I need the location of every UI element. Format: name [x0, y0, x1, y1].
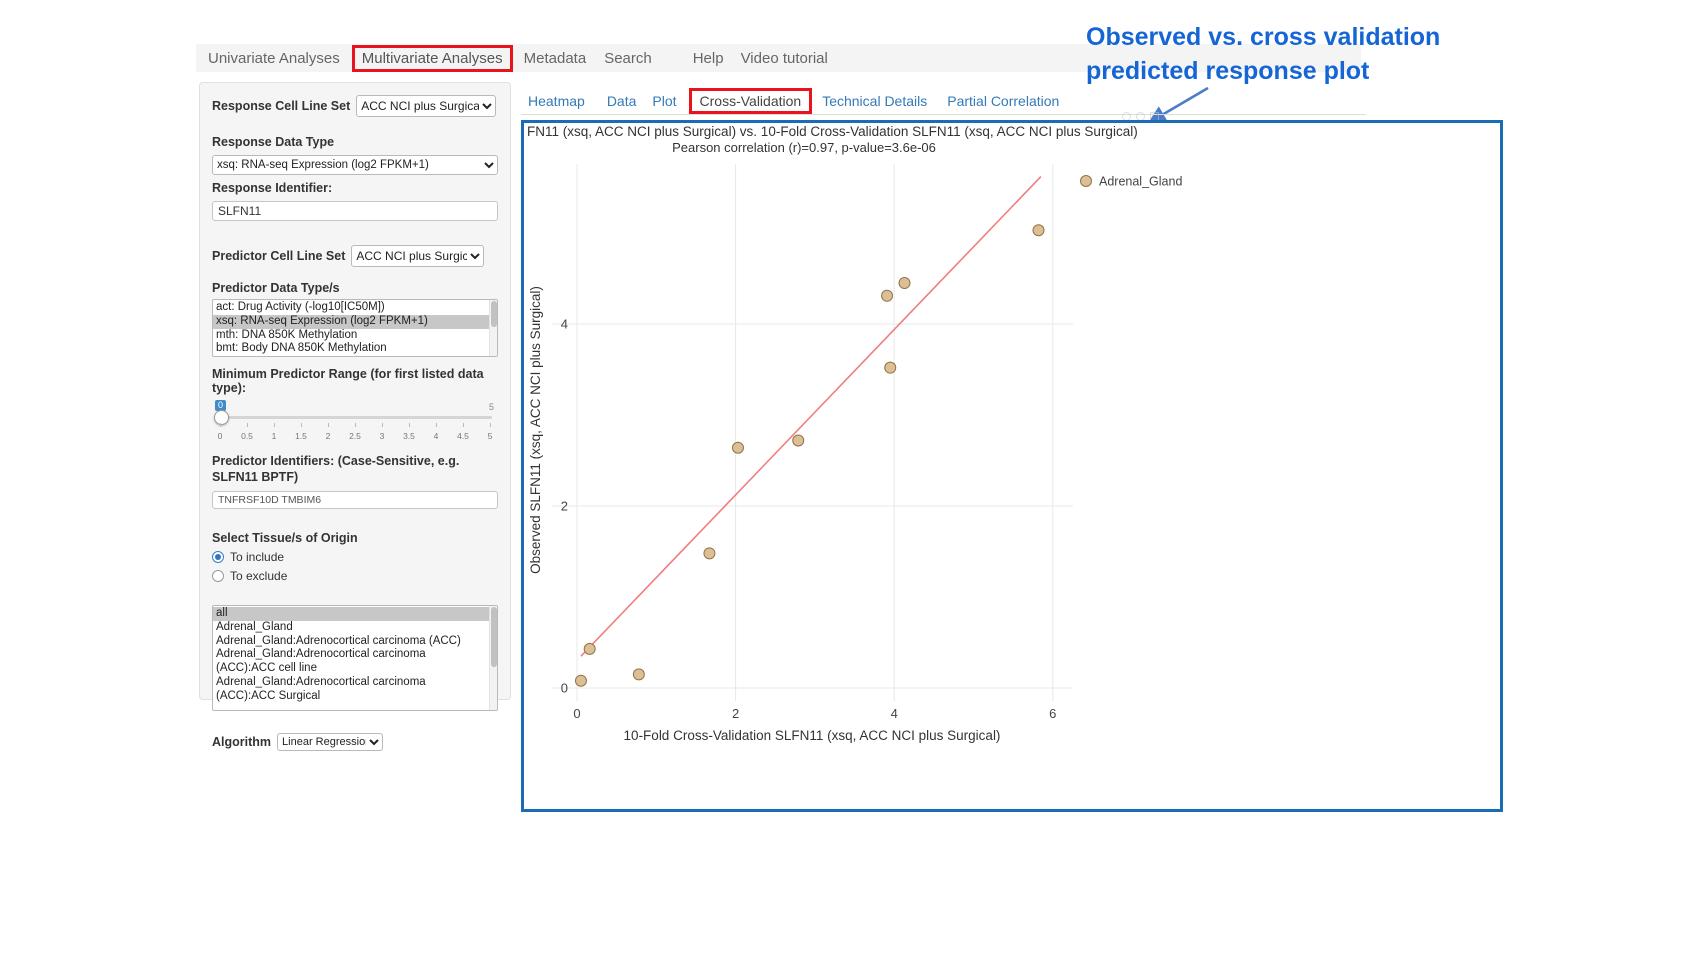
algorithm-select[interactable]: Linear Regression: [277, 733, 384, 751]
radio-button-icon[interactable]: [212, 570, 224, 582]
tab-search[interactable]: Search: [604, 49, 652, 67]
predictor-identifiers-input[interactable]: [212, 491, 498, 509]
tab-univariate-analyses[interactable]: Univariate Analyses: [208, 49, 340, 67]
result-tabs: Heatmap Data Plot Cross-Validation Techn…: [528, 88, 1059, 114]
list-item[interactable]: Adrenal_Gland:Adrenocortical carcinoma (…: [216, 675, 426, 702]
slider-tick-label: 3.5: [403, 431, 415, 441]
list-item[interactable]: Adrenal_Gland:Adrenocortical carcinoma (…: [216, 648, 426, 675]
response-identifier-label: Response Identifier:: [212, 181, 333, 195]
tab-technical-details[interactable]: Technical Details: [822, 93, 928, 109]
tab-metadata[interactable]: Metadata: [523, 49, 587, 67]
min-predictor-range-slider: 0 5 0 0.5 1 1.5 2 2.5 3 3.5 4 4.5 5: [212, 400, 498, 443]
highlight-box-multivariate: Multivariate Analyses: [351, 44, 513, 72]
annotation-arrow: [1147, 86, 1209, 124]
cross-validation-plot: 0 2 4 6 0 2 4 10-Fold Cross-Validation SLFN11 (…: [528, 164, 1182, 743]
slider-tick-label: 4: [433, 431, 439, 441]
svg-text:0: 0: [573, 706, 580, 721]
svg-text:2: 2: [732, 706, 739, 721]
tissue-origin-label: Select Tissue/s of Origin: [212, 531, 358, 545]
slider-tick-label: 1: [271, 431, 277, 441]
list-item[interactable]: Adrenal_Gland:Adrenocortical carcinoma (…: [216, 634, 461, 647]
highlight-box-cross-validation: Cross-Validation: [688, 88, 813, 114]
svg-text:6: 6: [1049, 706, 1056, 721]
min-predictor-range-label: Minimum Predictor Range (for first liste…: [212, 367, 484, 395]
list-item[interactable]: xsq: RNA-seq Expression (log2 FPKM+1): [213, 314, 497, 329]
svg-text:4: 4: [561, 317, 568, 332]
algorithm-label: Algorithm: [212, 735, 272, 749]
slider-value-badge: 0: [215, 400, 227, 411]
top-navigation: Univariate Analyses Multivariate Analyse…: [196, 44, 1361, 72]
tabs-divider: [521, 114, 1366, 115]
radio-to-exclude[interactable]: To exclude: [212, 569, 498, 583]
response-cell-line-set-select[interactable]: ACC NCI plus Surgical: [356, 95, 497, 117]
tab-data[interactable]: Data: [606, 93, 637, 109]
svg-text:10-Fold Cross-Validation SLFN1: 10-Fold Cross-Validation SLFN11 (xsq, AC…: [624, 728, 1001, 743]
tab-plot[interactable]: Plot: [652, 93, 677, 109]
radio-label: To exclude: [230, 569, 288, 583]
tab-help[interactable]: Help: [692, 49, 724, 67]
tab-video-tutorial[interactable]: Video tutorial: [740, 49, 828, 67]
slider-tick-label: 4.5: [457, 431, 469, 441]
svg-text:Adrenal_Gland: Adrenal_Gland: [1099, 175, 1182, 189]
radio-label: To include: [230, 550, 285, 564]
response-cell-line-set-label: Response Cell Line Set: [212, 99, 351, 113]
slider-tick-label: 2: [325, 431, 331, 441]
slider-track[interactable]: [216, 416, 492, 419]
scrollbar[interactable]: [489, 300, 497, 356]
list-item[interactable]: all: [213, 607, 497, 621]
response-identifier-input[interactable]: [212, 201, 498, 221]
svg-text:4: 4: [891, 706, 898, 721]
radio-to-include[interactable]: To include: [212, 550, 498, 564]
annotation-text: Observed vs. cross validation predicted …: [1086, 20, 1486, 88]
slider-tick-label: 3: [379, 431, 385, 441]
list-item[interactable]: act: Drug Activity (-log10[IC50M]): [216, 301, 385, 313]
slider-tick-label: 1.5: [295, 431, 307, 441]
annotation-line1: Observed vs. cross validation: [1086, 23, 1441, 51]
annotation-line2: predicted response plot: [1086, 57, 1370, 85]
slider-max-label: 5: [488, 402, 494, 412]
response-data-type-select[interactable]: xsq: RNA-seq Expression (log2 FPKM+1): [212, 155, 498, 175]
scrollbar[interactable]: [489, 606, 497, 710]
plot-title: FN11 (xsq, ACC NCI plus Surgical) vs. 10…: [527, 124, 1138, 139]
slider-tick-label: 0.5: [241, 431, 253, 441]
plot-subtitle: Pearson correlation (r)=0.97, p-value=3.…: [672, 140, 936, 155]
cross-validation-panel: FN11 (xsq, ACC NCI plus Surgical) vs. 10…: [521, 120, 1503, 812]
predictor-cell-line-set-label: Predictor Cell Line Set: [212, 249, 346, 263]
control-sidebar: Response Cell Line Set ACC NCI plus Surg…: [199, 82, 511, 751]
tissue-list: all Adrenal_Gland Adrenal_Gland:Adrenoco…: [212, 605, 498, 711]
svg-text:2: 2: [561, 499, 568, 514]
svg-text:Observed SLFN11 (xsq, ACC NCI: Observed SLFN11 (xsq, ACC NCI plus Surgi…: [528, 286, 543, 574]
slider-tick-label: 5: [487, 431, 493, 441]
radio-button-icon[interactable]: [212, 551, 224, 563]
predictor-data-types-list: act: Drug Activity (-log10[IC50M]) xsq: …: [212, 299, 498, 357]
list-item[interactable]: Adrenal_Gland: [216, 620, 293, 633]
tab-multivariate-analyses[interactable]: Multivariate Analyses: [361, 49, 503, 67]
predictor-cell-line-set-select[interactable]: ACC NCI plus Surgical: [351, 245, 485, 267]
slider-tick-label: 0: [217, 431, 223, 441]
list-item[interactable]: bmt: Body DNA 850K Methylation: [216, 342, 387, 355]
list-item[interactable]: mth: DNA 850K Methylation: [216, 328, 358, 341]
predictor-data-types-label: Predictor Data Type/s: [212, 281, 340, 295]
tab-partial-correlation[interactable]: Partial Correlation: [947, 93, 1060, 109]
predictor-identifiers-label: Predictor Identifiers: (Case-Sensitive, …: [212, 454, 460, 484]
slider-handle[interactable]: [214, 410, 229, 425]
slider-ticks: 0 0.5 1 1.5 2 2.5 3 3.5 4 4.5 5: [217, 423, 493, 441]
svg-text:0: 0: [561, 681, 568, 696]
tab-heatmap[interactable]: Heatmap: [528, 93, 585, 109]
tab-cross-validation[interactable]: Cross-Validation: [699, 93, 802, 109]
response-data-type-label: Response Data Type: [212, 135, 335, 149]
slider-tick-label: 2.5: [349, 431, 361, 441]
